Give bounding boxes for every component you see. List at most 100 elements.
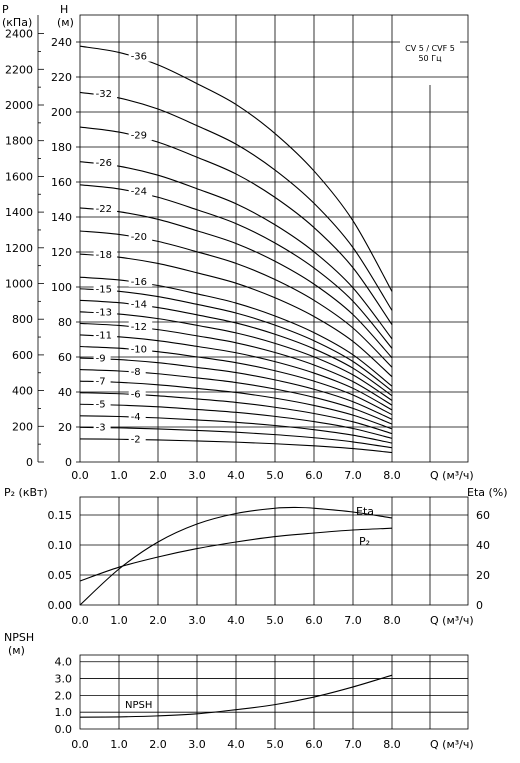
head-chart-ticks: 0204060801001201401601802002202400200400… [5, 28, 401, 482]
power-x-tick-label: 6.0 [305, 614, 323, 627]
npsh-x-tick-label: 1.0 [110, 738, 128, 751]
stage-label: -2 [131, 434, 141, 445]
npsh-chart-x-axis-label: Q (м³/ч) [430, 738, 474, 751]
eta-axis-label: Eta (%) [467, 486, 508, 499]
pressure-tick-label: 2000 [5, 99, 33, 112]
stage-label-bg [93, 157, 118, 169]
p2-series-label: P₂ [359, 535, 370, 548]
stage-label-bg [93, 421, 111, 433]
model-label: CV 5 / CVF 5 [405, 44, 455, 53]
stage-label-bg [93, 203, 118, 215]
npsh-axis-unit: (м) [8, 644, 25, 657]
stage-label: -20 [131, 232, 147, 243]
head-tick-label: 0 [65, 456, 72, 469]
stage-label-bg [128, 298, 153, 310]
pressure-tick-label: 0 [26, 456, 33, 469]
npsh-tick-label: 2.0 [55, 689, 73, 702]
stage-label: -10 [131, 344, 147, 355]
head-tick-label: 140 [51, 211, 72, 224]
head-x-tick-label: 0.0 [71, 469, 89, 482]
npsh-chart-grid [80, 655, 468, 729]
head-curve-stage-3 [79, 426, 393, 449]
stage-label: -4 [131, 412, 141, 423]
head-tick-label: 100 [51, 281, 72, 294]
head-tick-label: 240 [51, 36, 72, 49]
power-x-tick-label: 2.0 [149, 614, 167, 627]
stage-label: -26 [96, 158, 112, 169]
stage-label-bg [128, 343, 153, 355]
pressure-tick-label: 400 [12, 385, 33, 398]
head-x-tick-label: 4.0 [227, 469, 245, 482]
npsh-chart-panel: 0.0 1.0 2.0 3.0 4.0 0.0 1.0 2.0 3.0 4.0 5.0 6.0 7.0 8… [4, 631, 474, 751]
eta-tick-label: 60 [476, 509, 490, 522]
power-x-tick-label: 3.0 [188, 614, 206, 627]
frequency-label: 50 Гц [418, 54, 442, 63]
eta-curve [79, 506, 393, 606]
head-curve-stage-7 [79, 380, 393, 430]
stage-label-bg [93, 375, 111, 387]
p2-tick-label: 0.10 [48, 539, 73, 552]
stage-label-bg [128, 320, 153, 332]
stage-label: -7 [96, 377, 106, 388]
stage-label-bg [128, 365, 146, 377]
power-x-tick-label: 1.0 [110, 614, 128, 627]
head-tick-label: 60 [58, 351, 72, 364]
head-curve-stage-5 [79, 403, 393, 439]
power-chart-frame [79, 496, 469, 606]
power-x-tick-label: 0.0 [71, 614, 89, 627]
head-curve-stage-32 [79, 91, 393, 311]
stage-label: -36 [131, 52, 147, 63]
stage-label-bg [128, 230, 153, 242]
power-chart-ticks: 0.00 0.05 0.10 0.15 0 20 40 60 0.0 1.0 2.0 3.0 4.0 5.… [48, 509, 491, 627]
stage-label: -12 [131, 322, 147, 333]
pressure-tick-label: 1000 [5, 278, 33, 291]
p2-tick-label: 0.05 [48, 569, 73, 582]
stage-label-bg [93, 329, 118, 341]
stage-label: -16 [131, 277, 147, 288]
stage-label: -32 [96, 89, 112, 100]
head-x-tick-label: 5.0 [266, 469, 284, 482]
head-tick-label: 200 [51, 106, 72, 119]
stage-label-bg [128, 433, 146, 445]
head-tick-label: 80 [58, 316, 72, 329]
head-curve-stage-13 [79, 311, 393, 401]
pressure-axis-unit: (кПа) [2, 16, 32, 29]
npsh-x-tick-label: 7.0 [344, 738, 362, 751]
pressure-tick-label: 2400 [5, 28, 33, 41]
p2-tick-label: 0.00 [48, 599, 73, 612]
head-chart-x-axis-label: Q (м³/ч) [430, 469, 474, 482]
head-tick-label: 40 [58, 386, 72, 399]
npsh-curve [79, 674, 393, 718]
npsh-x-tick-label: 5.0 [266, 738, 284, 751]
head-axis-title: H [60, 3, 68, 16]
head-tick-label: 120 [51, 246, 72, 259]
npsh-x-tick-label: 3.0 [188, 738, 206, 751]
npsh-chart-ticks: 0.0 1.0 2.0 3.0 4.0 0.0 1.0 2.0 3.0 4.0 5.0 6.0 7.0 8… [55, 656, 401, 751]
head-curve-stage-22 [79, 207, 393, 359]
stage-label-bg [128, 388, 146, 400]
stage-label-bg [128, 185, 153, 197]
stage-label-bg [93, 306, 118, 318]
head-x-tick-label: 3.0 [188, 469, 206, 482]
pressure-tick-label: 600 [12, 349, 33, 362]
head-curve-stage-26 [79, 161, 393, 340]
head-chart-panel: -2 -3 -4 -5 -6 -7 -8 -9 -10 -11 -12 -13 -14 -15 -16 -18… [2, 3, 474, 482]
head-curve-stage-18 [79, 253, 393, 378]
stage-label: -18 [96, 250, 112, 261]
head-chart-frame [79, 14, 469, 463]
power-x-tick-label: 5.0 [266, 614, 284, 627]
npsh-tick-label: 3.0 [55, 673, 73, 686]
stage-label: -22 [96, 204, 112, 215]
head-tick-label: 20 [58, 421, 72, 434]
stage-label-bg [128, 50, 153, 62]
stage-label: -14 [131, 299, 147, 310]
pressure-tick-label: 1600 [5, 170, 33, 183]
head-x-tick-label: 8.0 [383, 469, 401, 482]
power-x-tick-label: 4.0 [227, 614, 245, 627]
npsh-x-tick-label: 0.0 [71, 738, 89, 751]
npsh-axis-title: NPSH [4, 631, 34, 644]
stage-label-bg [93, 398, 111, 410]
head-x-tick-label: 2.0 [149, 469, 167, 482]
npsh-series-label: NPSH [125, 700, 152, 711]
eta-tick-label: 0 [476, 599, 483, 612]
